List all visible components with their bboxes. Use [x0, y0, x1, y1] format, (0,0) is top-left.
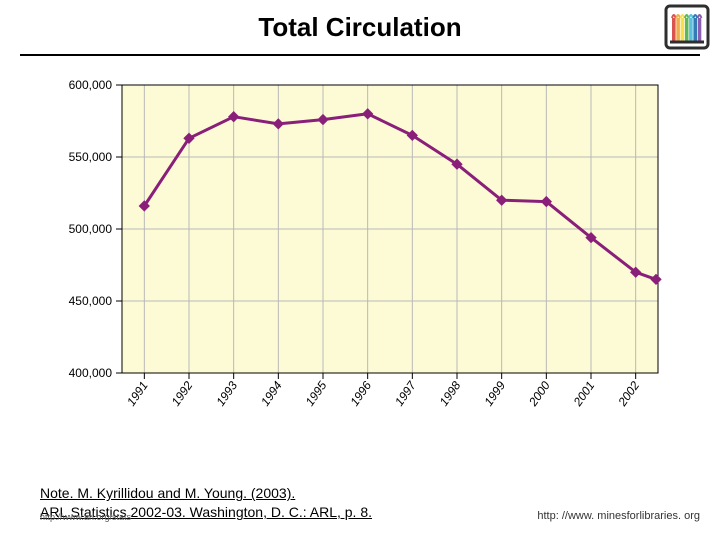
svg-text:1999: 1999 — [481, 378, 508, 408]
svg-text:1995: 1995 — [303, 378, 330, 408]
svg-text:500,000: 500,000 — [69, 222, 113, 236]
svg-text:1991: 1991 — [124, 379, 151, 409]
svg-text:400,000: 400,000 — [69, 366, 113, 380]
header-logo — [664, 4, 710, 50]
svg-text:2000: 2000 — [525, 378, 553, 409]
circulation-chart: 400,000 450,000 500,000 550,000 600,000 1991 1… — [52, 75, 672, 445]
svg-text:1996: 1996 — [347, 378, 374, 408]
citation-line-1: Note. M. Kyrillidou and M. Young. (2003)… — [40, 484, 700, 503]
svg-text:1998: 1998 — [437, 378, 464, 408]
svg-text:450,000: 450,000 — [69, 294, 113, 308]
svg-text:1994: 1994 — [258, 378, 285, 408]
source-url-overlap: http://www.arl.org/stats — [40, 512, 131, 522]
svg-text:1992: 1992 — [169, 378, 196, 408]
svg-text:1993: 1993 — [213, 378, 240, 408]
svg-text:2001: 2001 — [570, 379, 597, 410]
footer-url: http: //www. minesforlibraries. org — [537, 510, 700, 522]
svg-text:600,000: 600,000 — [69, 78, 113, 92]
svg-text:1997: 1997 — [392, 378, 420, 409]
page-title: Total Circulation — [20, 12, 700, 43]
svg-text:550,000: 550,000 — [69, 150, 113, 164]
svg-text:2002: 2002 — [615, 378, 643, 409]
